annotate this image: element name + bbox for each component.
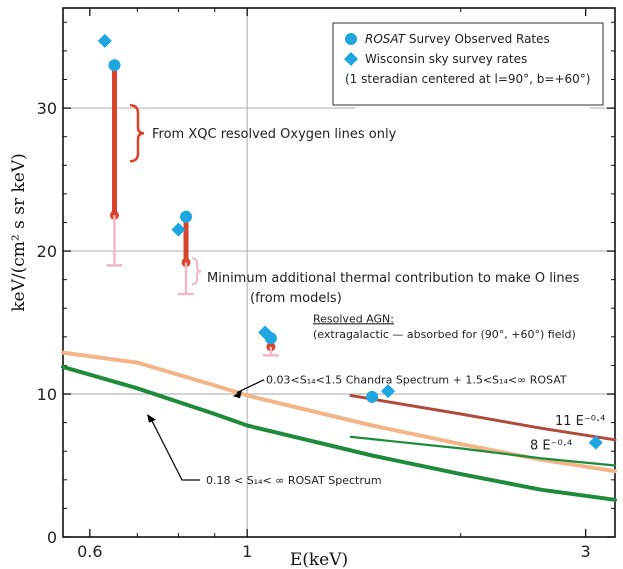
annotation-fit-8: 8 E⁻⁰·⁴: [530, 438, 572, 453]
annotation-thermal-2: (from models): [250, 291, 342, 306]
annotation-agn-1: Resolved AGN:: [313, 312, 394, 325]
y-tick-label: 10: [37, 385, 57, 404]
annotation-fit-11: 11 E⁻⁰·⁴: [555, 414, 605, 429]
oxygen-bracket: [129, 103, 145, 163]
legend-entry-label: (1 steradian centered at l=90°, b=+60°): [345, 72, 590, 86]
annotation-thermal-1: Minimum additional thermal contribution …: [207, 271, 580, 286]
chandra-arrowhead: [233, 390, 242, 399]
rosat-spec-arrowhead: [147, 414, 156, 423]
wisconsin-point: [588, 435, 603, 450]
wisconsin-point: [258, 325, 273, 340]
legend-entry-label: ROSAT Survey Observed Rates: [365, 32, 550, 46]
y-tick-label: 30: [37, 99, 57, 118]
rosat-spec-arrow: [149, 416, 200, 481]
annotation-chandra: 0.03<S₁₄<1.5 Chandra Spectrum + 1.5<S₁₄<…: [266, 374, 567, 387]
wisconsin-point: [97, 33, 112, 48]
y-tick-label: 0: [47, 528, 57, 547]
y-axis-title: keV/(cm² s sr keV): [9, 153, 29, 312]
series-line-0: [61, 364, 617, 502]
wisconsin-point: [171, 222, 186, 237]
legend-rosat-marker: [345, 33, 357, 45]
annotation-rosat-spectrum: 0.18 < S₁₄< ∞ ROSAT Spectrum: [206, 474, 382, 487]
rosat-point: [180, 210, 193, 223]
chandra-arrow: [236, 379, 265, 394]
x-tick-label: 3: [581, 542, 591, 561]
legend-wisconsin-marker: [344, 52, 358, 66]
annotation-oxygen: From XQC resolved Oxygen lines only: [152, 127, 397, 142]
legend-box: [332, 22, 604, 106]
plot-frame: [62, 7, 616, 538]
wisconsin-point: [381, 384, 396, 399]
series-line-2: [349, 394, 617, 442]
x-tick-label: 0.6: [77, 542, 102, 561]
legend-entry-label: Wisconsin sky survey rates: [365, 52, 527, 66]
x-axis-title: E(keV): [290, 550, 348, 569]
rosat-point: [366, 390, 379, 403]
y-tick-label: 20: [37, 242, 57, 261]
x-tick-label: 1: [242, 542, 252, 561]
rosat-point: [108, 59, 121, 72]
thermal-bracket: [191, 257, 202, 286]
series-line-3: [349, 435, 617, 467]
annotation-agn-2: (extragalactic — absorbed for (90°, +60°…: [313, 328, 576, 341]
